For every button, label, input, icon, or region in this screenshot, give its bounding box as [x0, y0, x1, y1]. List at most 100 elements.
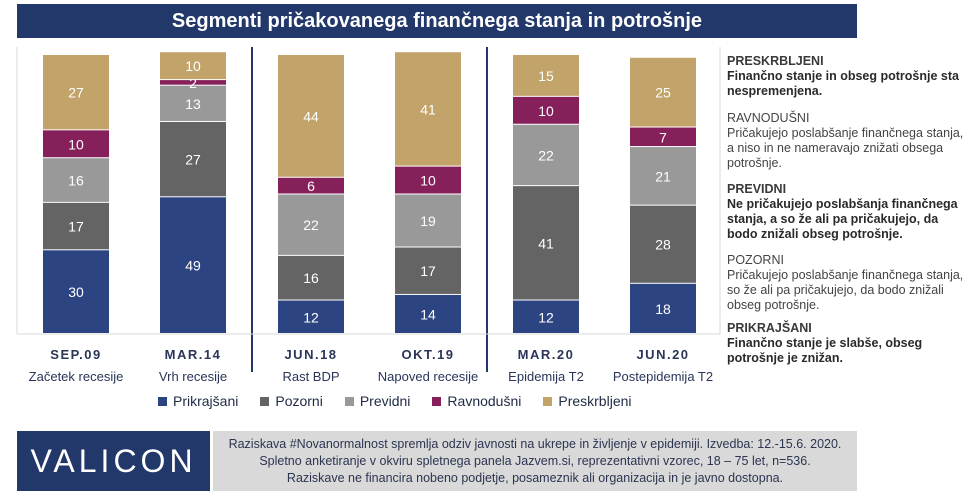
segment-description: RAVNODUŠNI Pričakujejo poslabšanje finanč…: [727, 111, 972, 171]
segment-description: PRIKRAJŠANI Finančno stanje je slabše, ob…: [727, 321, 972, 366]
data-label: 7: [659, 129, 667, 145]
data-label: 22: [538, 147, 554, 163]
segment-name: PREVIDNI: [727, 182, 787, 196]
data-label: 27: [68, 85, 84, 101]
bar-ravnodušni: [395, 166, 461, 194]
bar-preskrbljeni: [630, 57, 696, 127]
bar-previdni: [278, 194, 344, 255]
category-sublabel: Napoved recesije: [378, 369, 478, 384]
category-label: MAR.20: [518, 347, 575, 362]
data-label: 19: [420, 213, 436, 229]
bar-preskrbljeni: [43, 55, 109, 130]
bar-pozorni: [43, 202, 109, 250]
data-label: 17: [420, 263, 436, 279]
data-label: 15: [538, 68, 554, 84]
bar-previdni: [395, 194, 461, 247]
legend-item: Ravnodušni: [432, 393, 521, 409]
bar-prikrajšani: [43, 250, 109, 333]
footnote-line-3: Raziskave ne financira nobeno podjetje, …: [286, 470, 784, 485]
data-label: 10: [538, 103, 554, 119]
bar-pozorni: [630, 205, 696, 283]
legend-item: Preskrbljeni: [543, 393, 632, 409]
bar-ravnodušni: [630, 127, 696, 147]
legend-item: Previdni: [344, 393, 411, 409]
data-label: 16: [68, 173, 84, 189]
data-label: 14: [420, 306, 436, 322]
bar-prikrajšani: [160, 197, 226, 333]
bar-preskrbljeni: [513, 55, 579, 96]
data-label: 17: [68, 219, 84, 235]
chart-legend: Prikrajšani Pozorni Previdni Ravnodušni Pres…: [158, 393, 632, 409]
bar-ravnodušni: [43, 130, 109, 158]
legend-item: Prikrajšani: [158, 393, 238, 409]
data-label: 16: [303, 270, 319, 286]
bar-preskrbljeni: [160, 52, 226, 80]
data-label: 49: [185, 258, 201, 274]
bar-previdni: [513, 124, 579, 186]
bar-pozorni: [278, 255, 344, 300]
segment-name: POZORNI: [727, 253, 784, 267]
category-sublabel: Začetek recesije: [29, 369, 124, 384]
data-label: 12: [303, 309, 319, 325]
category-sublabel: Vrh recesije: [159, 369, 227, 384]
segment-description: PRESKRBLJENI Finančno stanje in obseg pot…: [727, 54, 972, 99]
segment-name: PRIKRAJŠANI: [727, 321, 812, 335]
legend-item: Pozorni: [260, 393, 323, 409]
legend-swatch: [432, 396, 442, 406]
segment-definition: Finančno stanje in obseg potrošnje sta n…: [727, 69, 959, 98]
bar-ravnodušni: [278, 177, 344, 194]
valicon-logo: VALICON: [17, 431, 210, 491]
category-label: SEP.09: [50, 347, 101, 362]
bar-prikrajšani: [630, 283, 696, 333]
legend-label: Preskrbljeni: [558, 393, 632, 409]
legend-swatch: [543, 396, 553, 406]
bar-prikrajšani: [395, 294, 461, 333]
segment-definition: Pričakujejo poslabšanje finančnega stanj…: [727, 268, 964, 312]
data-label: 28: [655, 237, 671, 253]
segment-name: RAVNODUŠNI: [727, 111, 810, 125]
category-sublabel: Epidemija T2: [508, 369, 584, 384]
data-label: 13: [185, 96, 201, 112]
data-label: 22: [303, 217, 319, 233]
legend-swatch: [344, 396, 354, 406]
bar-prikrajšani: [513, 300, 579, 333]
category-label: OKT.19: [401, 347, 454, 362]
bar-previdni: [43, 158, 109, 202]
data-label: 21: [655, 168, 671, 184]
bar-ravnodušni: [160, 80, 226, 85]
data-label: 10: [185, 58, 201, 74]
legend-label: Previdni: [359, 393, 411, 409]
segment-name: PRESKRBLJENI: [727, 54, 824, 68]
data-label: 10: [420, 173, 436, 189]
chart-title: Segmenti pričakovanega finančnega stanja…: [17, 4, 857, 38]
bar-prikrajšani: [278, 300, 344, 333]
data-label: 25: [655, 85, 671, 101]
segment-description: PREVIDNI Ne pričakujejo poslabšanja finan…: [727, 182, 972, 242]
category-sublabel: Rast BDP: [282, 369, 339, 384]
category-label: JUN.18: [284, 347, 337, 362]
data-label: 41: [538, 235, 554, 251]
legend-label: Prikrajšani: [173, 393, 239, 409]
data-label: 27: [185, 152, 201, 168]
data-label: 12: [538, 309, 554, 325]
category-label: MAR.14: [165, 347, 222, 362]
data-label: 6: [307, 178, 315, 194]
bar-pozorni: [160, 121, 226, 197]
footnote-line-2: Spletno anketiranje v okviru spletnega p…: [259, 453, 811, 468]
data-label: 41: [420, 101, 436, 117]
legend-swatch: [260, 396, 270, 406]
legend-label: Pozorni: [275, 393, 323, 409]
bar-pozorni: [513, 186, 579, 300]
legend-label: Ravnodušni: [447, 393, 522, 409]
segment-definition: Pričakujejo poslabšanje finančnega stanj…: [727, 126, 964, 170]
data-label: 10: [68, 136, 84, 152]
footnote-line-1: Raziskava #Novanormalnost spremlja odziv…: [228, 436, 842, 451]
bar-previdni: [630, 147, 696, 205]
category-label: JUN.20: [636, 347, 689, 362]
bar-preskrbljeni: [395, 52, 461, 166]
data-label: 44: [303, 108, 319, 124]
bar-pozorni: [395, 247, 461, 294]
bar-preskrbljeni: [278, 55, 344, 177]
category-sublabel: Postepidemija T2: [613, 369, 713, 384]
